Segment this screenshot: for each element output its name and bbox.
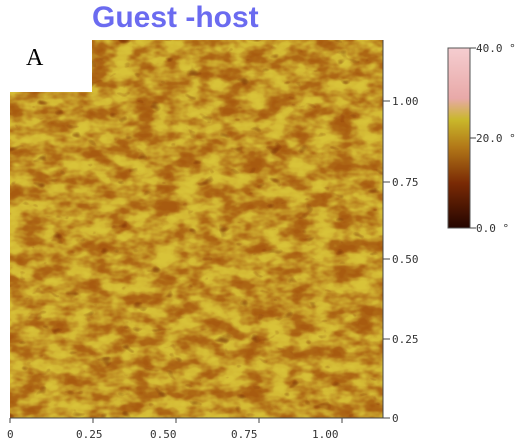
panel-label: A [26, 45, 44, 71]
colorbar-gradient [447, 47, 471, 229]
x-tick-0: 0 [7, 428, 14, 441]
y-tick-075: 0.75 [392, 176, 419, 189]
colorbar-tick-0: 0.0 ° [476, 222, 509, 235]
y-tick-025: 0.25 [392, 333, 419, 346]
panel-label-box: A [0, 34, 92, 92]
colorbar: 40.0 ° 20.0 ° 0.0 ° [447, 42, 516, 235]
x-tick-025: 0.25 [76, 428, 103, 441]
y-tick-labels: 0 0.25 0.50 0.75 1.00 [392, 95, 419, 425]
x-tick-100: 1.00 [312, 428, 339, 441]
colorbar-tick-20: 20.0 ° [476, 132, 516, 145]
x-tick-labels: 0 0.25 0.50 0.75 1.00 [7, 428, 339, 441]
y-tick-050: 0.50 [392, 253, 419, 266]
afm-image [10, 40, 383, 418]
x-tick-050: 0.50 [150, 428, 177, 441]
y-tick-100: 1.00 [392, 95, 419, 108]
x-tick-075: 0.75 [231, 428, 258, 441]
y-tick-0: 0 [392, 412, 399, 425]
figure-title: Guest -host [92, 1, 259, 34]
colorbar-tick-40: 40.0 ° [476, 42, 516, 55]
afm-axes [9, 40, 390, 423]
